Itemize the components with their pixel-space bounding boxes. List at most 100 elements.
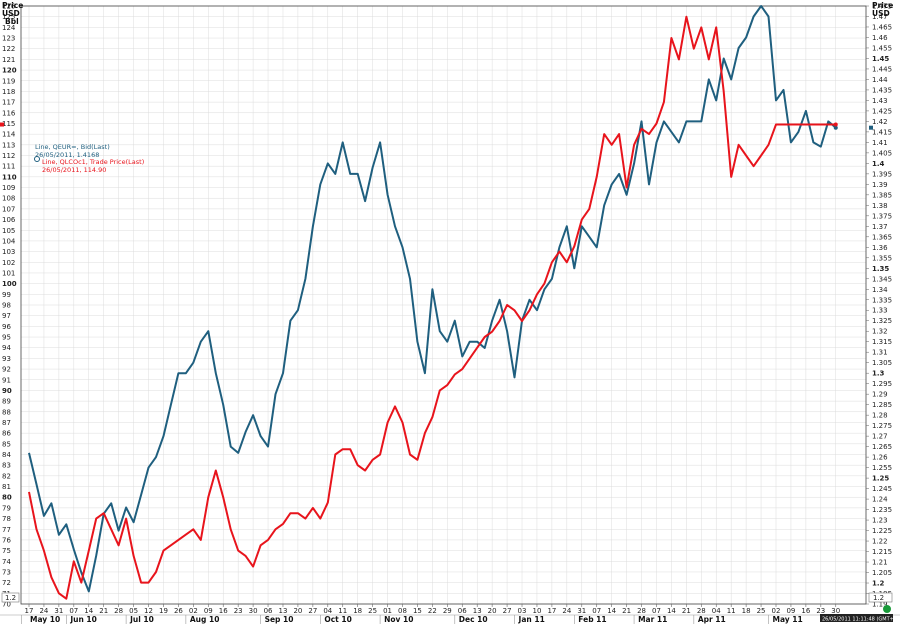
left-axis-header-1: Price — [2, 1, 23, 10]
right-tick-label: 1.2 — [872, 580, 885, 588]
left-tick-label: 113 — [2, 141, 15, 149]
left-tick-label: 84 — [2, 451, 11, 459]
month-label: Aug 10 — [190, 615, 220, 624]
x-tick-label: 13 — [279, 607, 288, 615]
left-tick-label: 114 — [2, 131, 16, 139]
month-label: Feb 11 — [578, 615, 606, 624]
legend-oil-line2: 26/05/2011, 114.90 — [42, 166, 106, 174]
left-axis-header-2: USD — [2, 9, 20, 18]
left-tick-label: 104 — [2, 237, 16, 245]
left-tick-label: 118 — [2, 88, 15, 96]
month-label: Jan 11 — [518, 615, 545, 624]
x-tick-label: 27 — [503, 607, 512, 615]
right-tick-label: 1.355 — [872, 254, 892, 262]
right-tick-label: 1.455 — [872, 44, 892, 52]
right-tick-label: 1.34 — [872, 286, 888, 294]
left-tick-label: 122 — [2, 45, 15, 53]
left-tick-label: 123 — [2, 35, 15, 43]
right-tick-label: 1.26 — [872, 454, 888, 462]
x-tick-label: 09 — [786, 607, 795, 615]
left-tick-label: 82 — [2, 472, 11, 480]
left-tick-label: 124 — [2, 24, 16, 32]
legend-eur-line2: 26/05/2011, 1.4168 — [35, 151, 99, 159]
x-tick-label: 09 — [204, 607, 213, 615]
status-indicator — [883, 605, 891, 613]
x-axis: 17 24 31 07 14 21 28 05 12 19 26 02 09 16 23 30 06 13 20 27… — [0, 604, 900, 624]
left-tick-label: 97 — [2, 312, 11, 320]
left-tick-label: 111 — [2, 163, 15, 171]
left-tick-label: 120 — [2, 67, 17, 75]
right-tick-label: 1.275 — [872, 422, 892, 430]
right-tick-label: 1.36 — [872, 244, 888, 252]
x-tick-label: 05 — [129, 607, 138, 615]
right-tick-label: 1.35 — [872, 265, 889, 273]
right-tick-label: 1.46 — [872, 34, 888, 42]
x-tick-label: 29 — [443, 607, 452, 615]
x-tick-label: 18 — [742, 607, 751, 615]
left-tick-label: 125 — [2, 13, 15, 21]
x-tick-label: 31 — [577, 607, 586, 615]
x-tick-label: 22 — [428, 607, 437, 615]
left-tick-label: 78 — [2, 515, 11, 523]
bottom-left-label: 1.2 — [5, 594, 16, 602]
right-tick-label: 1.225 — [872, 527, 892, 535]
left-tick-label: 112 — [2, 152, 15, 160]
left-tick-label: 83 — [2, 462, 11, 470]
x-tick-label: 14 — [667, 607, 676, 615]
left-tick-label: 99 — [2, 291, 11, 299]
x-tick-label: 20 — [488, 607, 497, 615]
bottom-right-label: 1.2 — [873, 594, 884, 602]
x-tick-label: 31 — [54, 607, 63, 615]
left-tick-label: 81 — [2, 483, 11, 491]
right-tick-label: 1.245 — [872, 485, 892, 493]
month-label: Nov 10 — [384, 615, 413, 624]
right-tick-label: 1.405 — [872, 149, 892, 157]
x-tick-label: 19 — [159, 607, 168, 615]
left-tick-label: 95 — [2, 334, 11, 342]
left-tick-label: 75 — [2, 547, 11, 555]
x-tick-label: 14 — [607, 607, 616, 615]
left-tick-label: 115 — [2, 120, 15, 128]
right-tick-label: 1.27 — [872, 433, 888, 441]
x-tick-label: 06 — [264, 607, 273, 615]
x-tick-label: 07 — [652, 607, 661, 615]
right-axis: 1.191.1951.21.2051.211.2151.221.2251.231… — [866, 3, 892, 609]
x-tick-label: 25 — [757, 607, 766, 615]
x-tick-label: 21 — [99, 607, 108, 615]
x-tick-label: 04 — [712, 607, 721, 615]
x-tick-label: 13 — [473, 607, 482, 615]
right-tick-label: 1.315 — [872, 338, 892, 346]
right-tick-label: 1.44 — [872, 76, 888, 84]
x-tick-label: 17 — [547, 607, 556, 615]
right-tick-label: 1.415 — [872, 128, 892, 136]
x-tick-label: 20 — [293, 607, 302, 615]
x-tick-label: 15 — [413, 607, 422, 615]
right-axis-header-1: Price — [872, 1, 893, 10]
left-tick-label: 90 — [2, 387, 12, 395]
month-label: Dec 10 — [459, 615, 488, 624]
left-tick-label: 91 — [2, 376, 11, 384]
right-tick-label: 1.47 — [872, 13, 888, 21]
x-tick-label: 01 — [383, 607, 392, 615]
month-label: Mar 11 — [638, 615, 667, 624]
bottom-left-label-box — [1, 592, 20, 603]
right-tick-label: 1.32 — [872, 328, 888, 336]
x-tick-label: 28 — [114, 607, 123, 615]
right-tick-label: 1.365 — [872, 233, 892, 241]
x-tick-label: 08 — [398, 607, 407, 615]
right-tick-label: 1.435 — [872, 86, 892, 94]
x-tick-label: 17 — [25, 607, 34, 615]
series-layer — [0, 5, 873, 600]
x-tick-label: 02 — [189, 607, 198, 615]
left-tick-label: 100 — [2, 280, 17, 288]
right-tick-label: 1.465 — [872, 23, 892, 31]
x-tick-label: 23 — [234, 607, 243, 615]
right-tick-label: 1.375 — [872, 212, 892, 220]
right-tick-label: 1.4 — [872, 160, 885, 168]
x-tick-label: 25 — [368, 607, 377, 615]
left-tick-label: 92 — [2, 366, 11, 374]
x-tick-label: 28 — [697, 607, 706, 615]
bottom-right-label-box — [868, 592, 893, 603]
left-tick-label: 73 — [2, 568, 11, 576]
